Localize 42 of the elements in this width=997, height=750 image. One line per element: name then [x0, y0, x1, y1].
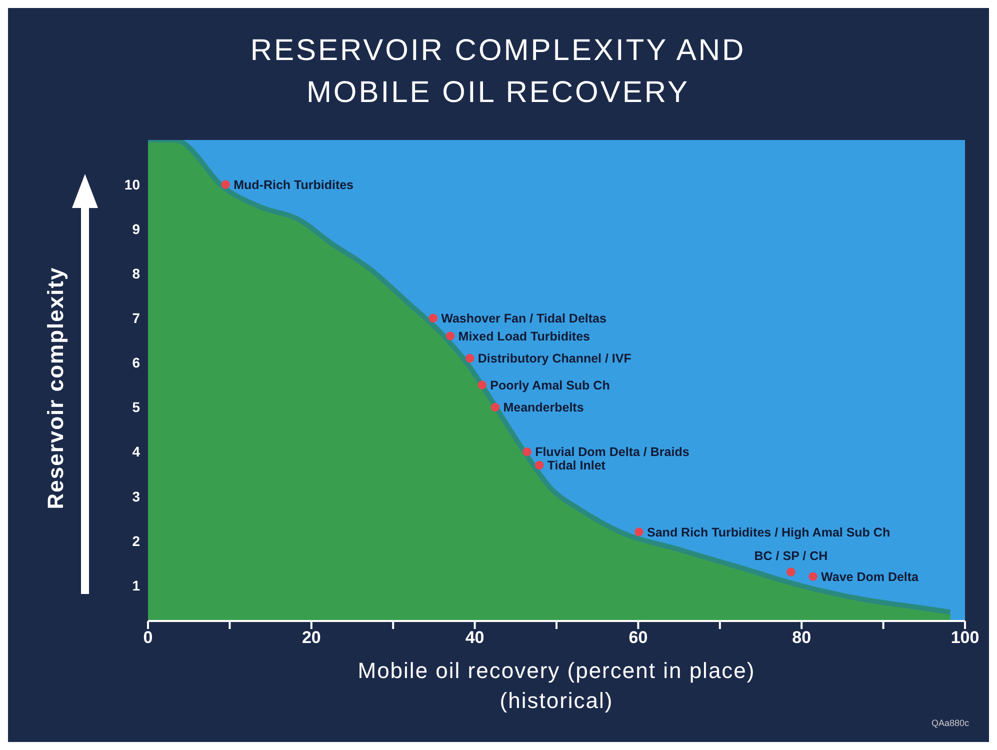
y-tick-label: 2	[132, 532, 140, 549]
point	[786, 568, 796, 576]
x-tick-label: 20	[302, 628, 321, 648]
annotation: Mixed Load Turbidites	[458, 329, 590, 344]
point	[522, 447, 532, 456]
point	[490, 402, 500, 412]
y-tick-label: 6	[132, 354, 140, 371]
y-tick-label: 3	[132, 488, 140, 504]
annotation: BC / SP / CH	[754, 549, 828, 564]
x-tick-label: 80	[792, 628, 812, 648]
x-tick-label: 100	[950, 628, 980, 648]
annotation: Poorly Amal Sub Ch	[490, 378, 610, 392]
y-tick-label: 1	[132, 577, 140, 594]
annotation: Washover Fan / Tidal Deltas	[441, 312, 607, 326]
y-tick-label: 4	[132, 444, 140, 460]
point	[534, 460, 544, 470]
text: QAa880c	[931, 718, 969, 728]
point	[634, 528, 644, 536]
y-tick-label: 5	[132, 399, 140, 416]
chart-title: RESERVOIR COMPLEXITY AND MOBILE OIL RECOVERY	[249, 33, 747, 111]
annotation: Fluvial Dom Delta / Braids	[535, 445, 690, 460]
y-tick-label: 10	[124, 176, 140, 193]
y-tick-label: 7	[132, 310, 140, 326]
annotation: Distributory Channel / IVF	[478, 352, 632, 366]
annotation: Sand Rich Turbidites / High Amal Sub Ch	[647, 525, 890, 540]
annotation: Mud-Rich Turbidites	[234, 178, 354, 192]
point	[808, 572, 818, 581]
point	[466, 354, 474, 363]
point	[446, 332, 455, 340]
x-tick-label: 40	[465, 628, 484, 648]
x-tick-label: 0	[143, 628, 153, 648]
y-axis-title: Reservoir complexity	[43, 266, 69, 510]
annotation: Meanderbelts	[503, 400, 584, 415]
point	[428, 314, 438, 323]
annotation: Tidal Inlet	[547, 458, 606, 473]
point	[221, 180, 230, 189]
y-tick-label: 9	[132, 221, 140, 238]
point	[478, 380, 487, 390]
y-tick-label: 8	[132, 266, 140, 282]
x-axis-title: Mobile oil recovery (percent in place) (historical)	[356, 657, 756, 715]
annotation: Wave Dom Delta	[821, 570, 920, 584]
x-tick-label: 60	[628, 628, 648, 648]
